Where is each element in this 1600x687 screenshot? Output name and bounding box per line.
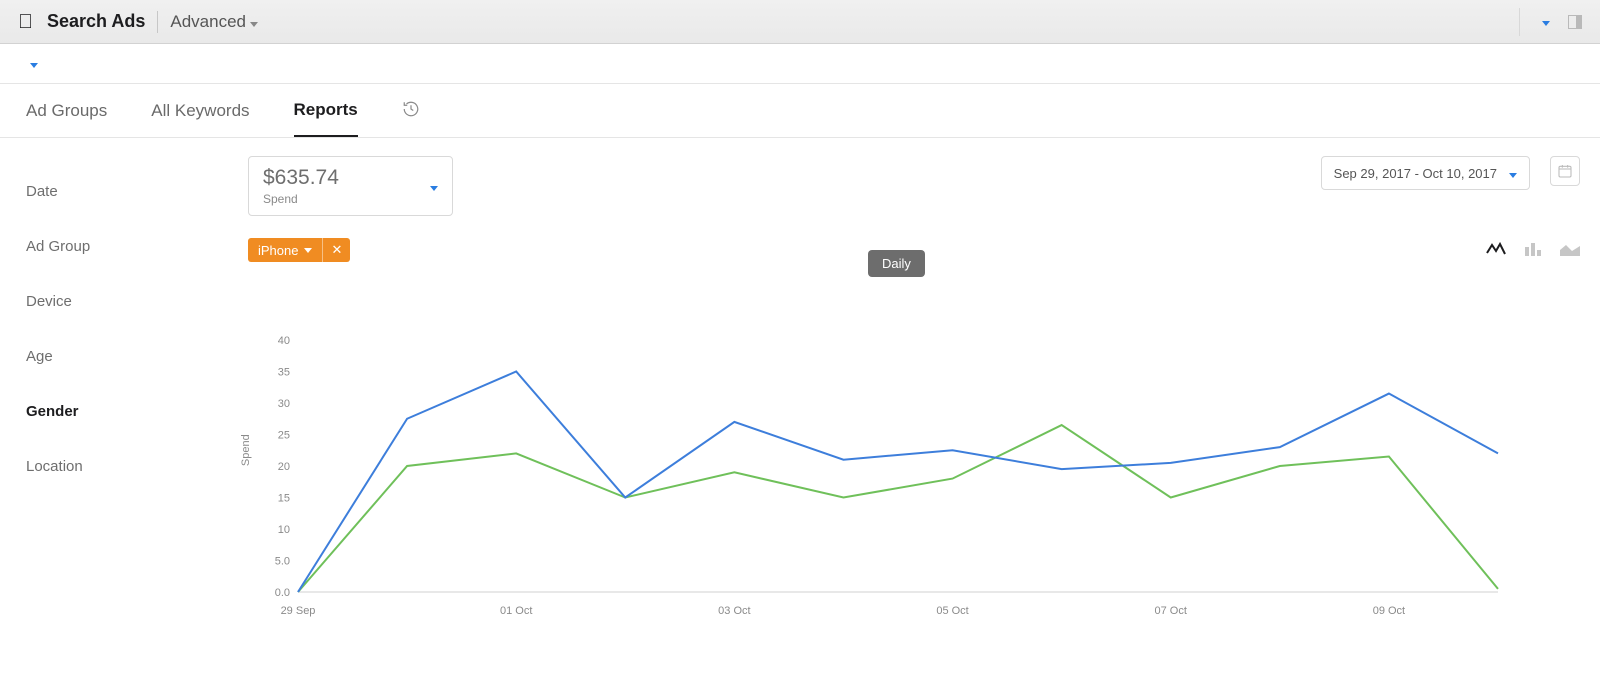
tab-all-keywords[interactable]: All Keywords: [151, 84, 249, 137]
chevron-down-icon: [250, 12, 258, 32]
svg-text:35: 35: [278, 367, 290, 379]
chevron-down-icon: [426, 179, 438, 194]
date-range-label: Sep 29, 2017 - Oct 10, 2017: [1334, 166, 1497, 181]
sidebar-item-location[interactable]: Location: [26, 439, 222, 494]
header-right-tools: [1519, 8, 1582, 36]
metric-label: Spend: [263, 192, 339, 206]
granularity-badge[interactable]: Daily: [868, 250, 925, 277]
chart-container: Spend 0.05.01015202530354029 Sep01 Oct03…: [248, 332, 1580, 632]
calendar-icon[interactable]: [1550, 156, 1580, 186]
svg-text:25: 25: [278, 430, 290, 442]
svg-text:01 Oct: 01 Oct: [500, 605, 532, 617]
mode-label: Advanced: [170, 12, 246, 32]
metric-value: $635.74: [263, 166, 339, 190]
svg-text:5.0: 5.0: [275, 556, 290, 568]
brand-label: Search Ads: [47, 11, 145, 32]
content-area: Date Ad Group Device Age Gender Location…: [0, 138, 1600, 652]
sidebar-item-age[interactable]: Age: [26, 329, 222, 384]
filter-chip-iphone: iPhone ✕: [248, 238, 350, 262]
sidebar-item-date[interactable]: Date: [26, 164, 222, 219]
mode-selector[interactable]: Advanced: [170, 12, 258, 32]
chevron-down-icon: [1505, 166, 1517, 181]
svg-text:05 Oct: 05 Oct: [936, 605, 968, 617]
main-panel: $635.74 Spend Sep 29, 2017 - Oct 10, 201…: [248, 138, 1600, 652]
svg-text:15: 15: [278, 493, 290, 505]
filter-sidebar: Date Ad Group Device Age Gender Location: [0, 138, 248, 652]
svg-text:0.0: 0.0: [275, 587, 290, 599]
top-controls: $635.74 Spend Sep 29, 2017 - Oct 10, 201…: [248, 156, 1580, 216]
metric-selector[interactable]: $635.74 Spend: [248, 156, 453, 216]
area-view-icon[interactable]: [1560, 242, 1580, 259]
bar-view-icon[interactable]: [1524, 242, 1542, 259]
panel-toggle-icon[interactable]: [1568, 15, 1582, 29]
campaign-bar: [0, 44, 1600, 84]
svg-text:10: 10: [278, 524, 290, 536]
sidebar-item-gender[interactable]: Gender: [26, 384, 222, 439]
svg-text:29 Sep: 29 Sep: [281, 605, 316, 617]
filter-chip-remove[interactable]: ✕: [322, 238, 350, 262]
svg-text:40: 40: [278, 335, 290, 347]
spend-chart: 0.0 5.0 10 15 20 25 30 35 40 29 Sep 01 Oct 03 Oct 05…: [248, 332, 1518, 622]
svg-text:07 Oct: 07 Oct: [1155, 605, 1187, 617]
account-menu[interactable]: [1538, 14, 1550, 29]
tab-reports[interactable]: Reports: [294, 84, 358, 137]
chart-view-toggles: [1486, 242, 1580, 259]
campaign-selector[interactable]: [26, 56, 38, 71]
filter-chip-label[interactable]: iPhone: [248, 238, 322, 262]
sidebar-item-device[interactable]: Device: [26, 274, 222, 329]
svg-text:09 Oct: 09 Oct: [1373, 605, 1405, 617]
vertical-divider: [157, 11, 158, 33]
app-header:  Search Ads Advanced: [0, 0, 1600, 44]
history-icon[interactable]: [402, 100, 420, 121]
apple-logo-icon: : [18, 12, 33, 32]
tab-bar: Ad Groups All Keywords Reports: [0, 84, 1600, 138]
tab-ad-groups[interactable]: Ad Groups: [26, 84, 107, 137]
line-view-icon[interactable]: [1486, 242, 1506, 259]
svg-text:03 Oct: 03 Oct: [718, 605, 750, 617]
svg-text:30: 30: [278, 398, 290, 410]
sidebar-item-ad-group[interactable]: Ad Group: [26, 219, 222, 274]
y-axis-label: Spend: [240, 434, 252, 466]
date-range-picker[interactable]: Sep 29, 2017 - Oct 10, 2017: [1321, 156, 1530, 190]
vertical-divider: [1519, 8, 1520, 36]
svg-text:20: 20: [278, 461, 290, 473]
